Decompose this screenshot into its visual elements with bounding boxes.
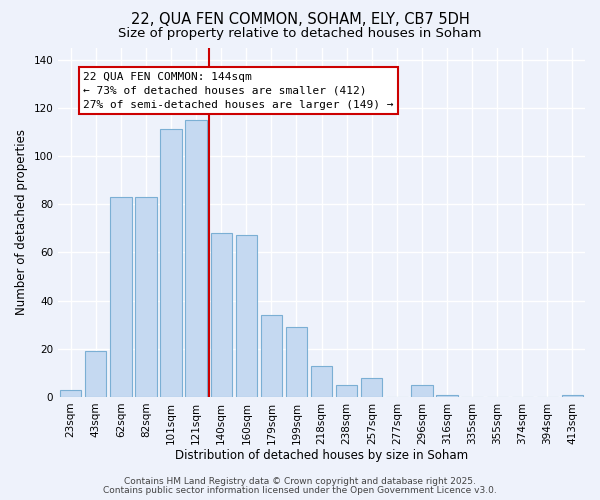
Text: 22, QUA FEN COMMON, SOHAM, ELY, CB7 5DH: 22, QUA FEN COMMON, SOHAM, ELY, CB7 5DH — [131, 12, 469, 28]
Bar — [411, 385, 433, 397]
Bar — [185, 120, 207, 397]
Bar — [60, 390, 82, 397]
Bar — [211, 233, 232, 397]
Bar — [562, 394, 583, 397]
Text: 22 QUA FEN COMMON: 144sqm
← 73% of detached houses are smaller (412)
27% of semi: 22 QUA FEN COMMON: 144sqm ← 73% of detac… — [83, 72, 394, 110]
Bar — [160, 130, 182, 397]
Bar — [336, 385, 358, 397]
Text: Contains HM Land Registry data © Crown copyright and database right 2025.: Contains HM Land Registry data © Crown c… — [124, 477, 476, 486]
Text: Contains public sector information licensed under the Open Government Licence v3: Contains public sector information licen… — [103, 486, 497, 495]
Bar — [311, 366, 332, 397]
Bar — [236, 236, 257, 397]
X-axis label: Distribution of detached houses by size in Soham: Distribution of detached houses by size … — [175, 450, 468, 462]
Y-axis label: Number of detached properties: Number of detached properties — [15, 129, 28, 315]
Bar — [110, 197, 131, 397]
Bar — [286, 327, 307, 397]
Bar — [436, 394, 458, 397]
Bar — [85, 351, 106, 397]
Bar — [136, 197, 157, 397]
Bar — [261, 315, 282, 397]
Text: Size of property relative to detached houses in Soham: Size of property relative to detached ho… — [118, 28, 482, 40]
Bar — [361, 378, 382, 397]
